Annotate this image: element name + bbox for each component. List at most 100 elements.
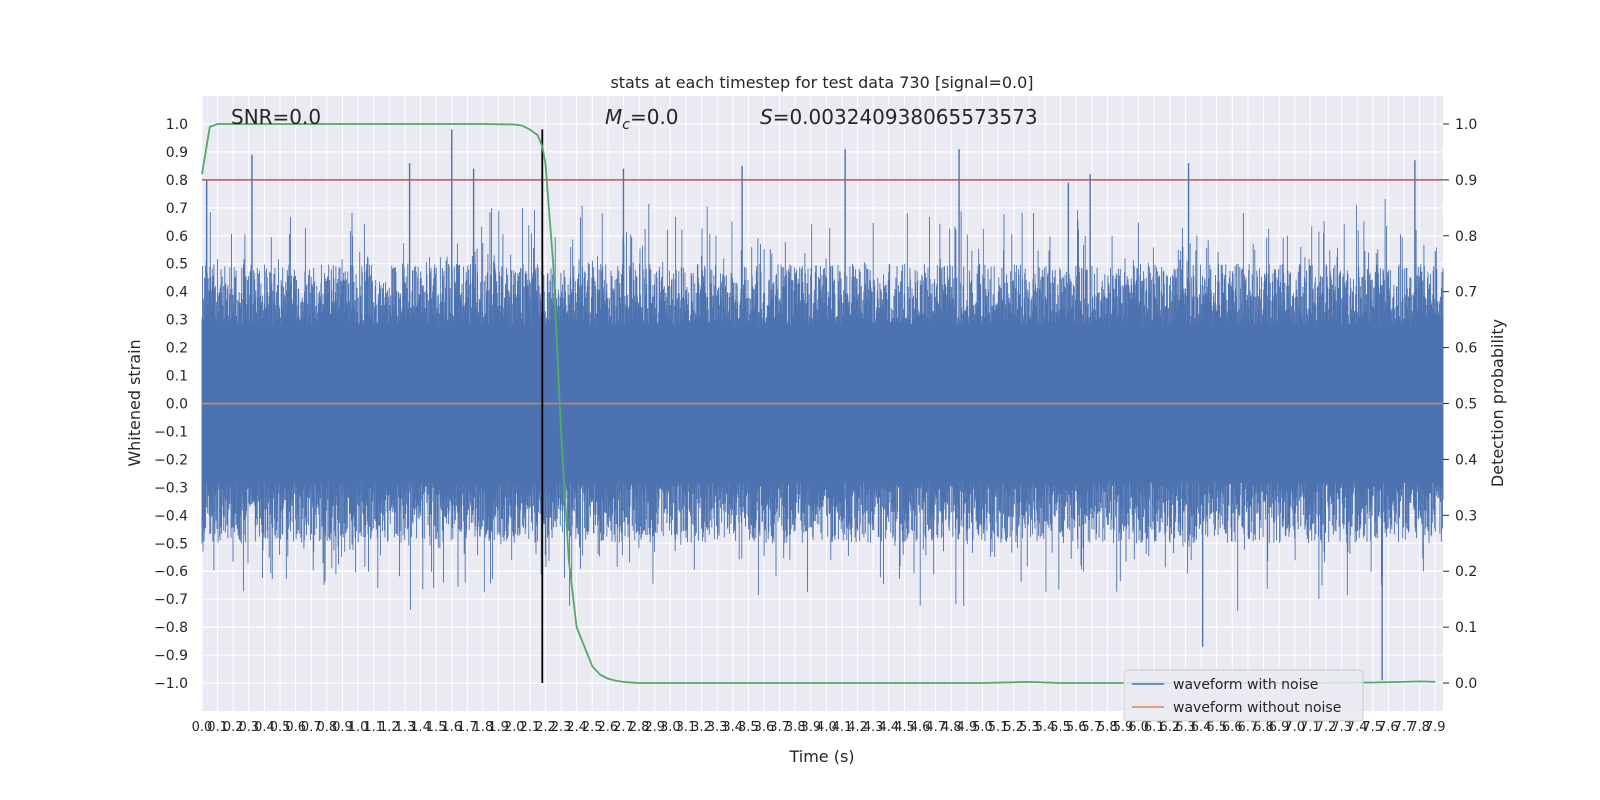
x-tick-label: 4.9 <box>957 720 978 735</box>
x-tick-label: 3.5 <box>738 720 759 735</box>
x-tick-label: 3.0 <box>660 720 681 735</box>
detection-probability-line <box>201 123 1436 684</box>
noise-band-body <box>201 199 1444 611</box>
x-tick-label: 0.9 <box>332 720 353 735</box>
x-tick-label: 1.9 <box>488 720 509 735</box>
y2-tick-label: 0.0 <box>1455 676 1477 692</box>
y2-axis-ticks: 1.0 0.9 0.8 0.7 0.6 0.5 0.4 0.3 0.2 0.1 0.0 <box>1443 117 1477 692</box>
y-tick-label: 0.8 <box>166 173 188 189</box>
x-tick-label: 7.2 <box>1316 720 1337 735</box>
x-tick-label: 5.2 <box>1003 720 1024 735</box>
x-tick-label: 7.8 <box>1409 720 1430 735</box>
x-tick-label: 7.7 <box>1394 720 1415 735</box>
x-tick-label: 0.1 <box>207 720 228 735</box>
y-tick-label: −0.4 <box>154 508 188 524</box>
x-tick-label: 4.5 <box>894 720 915 735</box>
x-tick-label: 1.6 <box>441 720 462 735</box>
x-tick-label: 7.1 <box>1300 720 1321 735</box>
x-tick-label: 6.9 <box>1269 720 1290 735</box>
y-tick-label: 0.5 <box>166 257 188 273</box>
x-tick-label: 6.3 <box>1175 720 1196 735</box>
x-tick-label: 2.0 <box>504 720 525 735</box>
x-tick-label: 1.7 <box>457 720 478 735</box>
x-tick-label: 0.4 <box>254 720 275 735</box>
y-tick-label: 0.6 <box>166 229 188 245</box>
y-tick-label: 0.1 <box>166 369 188 385</box>
legend: waveform with noise waveform without noi… <box>1123 669 1364 722</box>
x-tick-label: 0.3 <box>238 720 259 735</box>
x-tick-label: 7.5 <box>1362 720 1383 735</box>
y-tick-label: 0.0 <box>166 397 188 413</box>
snr-annotation: SNR=0.0 <box>231 105 321 129</box>
x-tick-label: 6.1 <box>1144 720 1165 735</box>
y-tick-label: −0.6 <box>154 564 188 580</box>
y-tick-label: 1.0 <box>166 117 188 133</box>
chart-title: stats at each timestep for test data 730… <box>610 73 1033 92</box>
chirp-mass-value: =0.0 <box>630 105 679 129</box>
y2-tick-label: 0.3 <box>1455 508 1477 524</box>
x-tick-label: 4.0 <box>816 720 837 735</box>
y-tick-label: −0.1 <box>154 424 188 440</box>
x-tick-label: 5.6 <box>1066 720 1087 735</box>
x-tick-label: 3.7 <box>769 720 790 735</box>
x-tick-label: 7.0 <box>1284 720 1305 735</box>
x-tick-label: 2.9 <box>644 720 665 735</box>
s-value: =0.003240938065573573 <box>773 105 1038 129</box>
chirp-mass-symbol: M <box>605 105 622 129</box>
y2-axis-label: Detection probability <box>1488 319 1507 487</box>
legend-label-with-noise: waveform with noise <box>1173 677 1318 693</box>
x-tick-label: 5.7 <box>1081 720 1102 735</box>
x-tick-label: 3.1 <box>676 720 697 735</box>
x-tick-label: 0.0 <box>192 720 213 735</box>
x-tick-label: 6.2 <box>1159 720 1180 735</box>
y-tick-label: −1.0 <box>154 676 188 692</box>
y-tick-label: −0.9 <box>154 648 188 664</box>
y-tick-label: 0.2 <box>166 341 188 357</box>
y-tick-label: 0.7 <box>166 201 188 217</box>
y2-tick-label: 0.9 <box>1455 173 1477 189</box>
x-tick-label: 4.6 <box>910 720 931 735</box>
y2-tick-label: 1.0 <box>1455 117 1477 133</box>
y-tick-label: −0.5 <box>154 536 188 552</box>
x-tick-label: 4.1 <box>832 720 853 735</box>
x-tick-label: 3.2 <box>691 720 712 735</box>
x-tick-label: 3.9 <box>800 720 821 735</box>
x-tick-label: 3.4 <box>722 720 743 735</box>
y-axis-ticks: 1.0 0.9 0.8 0.7 0.6 0.5 0.4 0.3 0.2 0.1 0.0 −0.1 −0.… <box>154 117 188 692</box>
x-tick-label: 1.4 <box>410 720 431 735</box>
y2-tick-label: 0.4 <box>1455 452 1477 468</box>
x-tick-label: 3.8 <box>785 720 806 735</box>
x-tick-label: 2.1 <box>519 720 540 735</box>
x-tick-label: 5.9 <box>1113 720 1134 735</box>
x-tick-label: 5.1 <box>988 720 1009 735</box>
y-tick-label: 0.9 <box>166 145 188 161</box>
x-tick-label: 5.0 <box>972 720 993 735</box>
x-tick-label: 5.5 <box>1050 720 1071 735</box>
x-tick-label: 7.6 <box>1378 720 1399 735</box>
x-tick-label: 0.2 <box>223 720 244 735</box>
x-axis-ticks: 0.00.10.20.30.40.50.60.70.80.91.01.11.21… <box>192 720 1446 735</box>
x-tick-label: 2.4 <box>566 720 587 735</box>
x-tick-label: 1.3 <box>395 720 416 735</box>
y-tick-label: −0.2 <box>154 452 188 468</box>
chirp-mass-subscript: c <box>622 117 630 133</box>
y-axis-label: Whitened strain <box>125 339 144 466</box>
y2-tick-label: 0.1 <box>1455 620 1477 636</box>
x-tick-label: 7.9 <box>1425 720 1446 735</box>
x-tick-label: 7.4 <box>1347 720 1368 735</box>
y2-tick-label: 0.6 <box>1455 341 1477 357</box>
x-tick-label: 3.6 <box>754 720 775 735</box>
x-tick-label: 0.7 <box>301 720 322 735</box>
x-tick-label: 1.2 <box>379 720 400 735</box>
x-tick-label: 4.8 <box>941 720 962 735</box>
s-symbol: S <box>760 105 773 129</box>
y2-tick-label: 0.8 <box>1455 229 1477 245</box>
x-tick-label: 2.8 <box>629 720 650 735</box>
y-tick-label: 0.3 <box>166 313 188 329</box>
x-tick-label: 3.3 <box>707 720 728 735</box>
x-tick-label: 4.3 <box>863 720 884 735</box>
legend-label-without-noise: waveform without noise <box>1173 700 1341 716</box>
x-tick-label: 6.4 <box>1191 720 1212 735</box>
y-tick-label: −0.7 <box>154 592 188 608</box>
